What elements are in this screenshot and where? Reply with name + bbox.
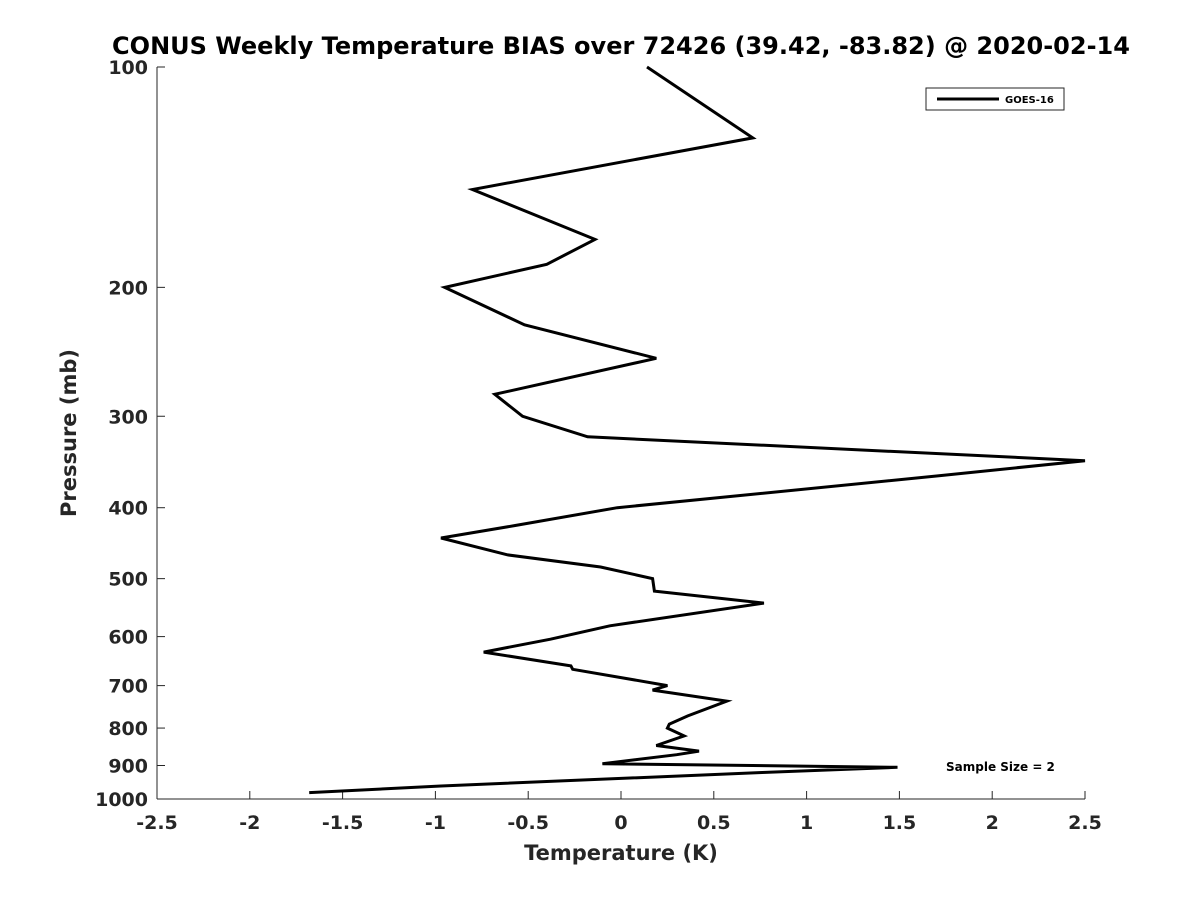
x-tick-label: 1.5 [883, 812, 917, 834]
y-tick-label: 800 [108, 718, 148, 740]
x-tick-label: 1 [800, 812, 813, 834]
y-tick-label: 400 [108, 498, 148, 520]
x-tick-label: 0.5 [697, 812, 731, 834]
plot-area [156, 67, 1085, 800]
y-axis-label: Pressure (mb) [57, 349, 81, 517]
legend: GOES-16 [925, 87, 1065, 111]
series-layer [309, 65, 1086, 795]
x-tick-label: -1.5 [322, 812, 364, 834]
x-tick-label: -2 [239, 812, 260, 834]
x-tick-label: 2 [986, 812, 999, 834]
y-axis-ticks: 100 200 300 400 500 600 700 800 900 1000 [95, 57, 165, 811]
y-tick-label: 100 [108, 57, 148, 79]
x-axis-ticks: -2.5 -2 -1.5 -1 -0.5 0 0.5 1 1.5 2 2.5 [136, 791, 1102, 834]
x-tick-label: 0 [614, 812, 627, 834]
x-tick-label: -0.5 [507, 812, 549, 834]
y-tick-label: 600 [108, 627, 148, 649]
y-tick-label: 300 [108, 406, 148, 428]
sample-size-annotation: Sample Size = 2 [946, 760, 1055, 774]
x-tick-label: -2.5 [136, 812, 178, 834]
x-axis-label: Temperature (K) [524, 841, 718, 865]
y-tick-label: 700 [108, 676, 148, 698]
x-tick-label: 2.5 [1068, 812, 1102, 834]
axes-frame [157, 67, 1085, 799]
y-tick-label: 200 [108, 277, 148, 299]
y-tick-label: 900 [108, 756, 148, 778]
series-line-goes-16 [309, 65, 1086, 795]
chart-title: CONUS Weekly Temperature BIAS over 72426… [112, 32, 1130, 60]
legend-label-goes-16: GOES-16 [1005, 95, 1054, 106]
x-tick-label: -1 [425, 812, 446, 834]
y-tick-label: 500 [108, 569, 148, 591]
y-tick-label: 1000 [95, 789, 148, 811]
